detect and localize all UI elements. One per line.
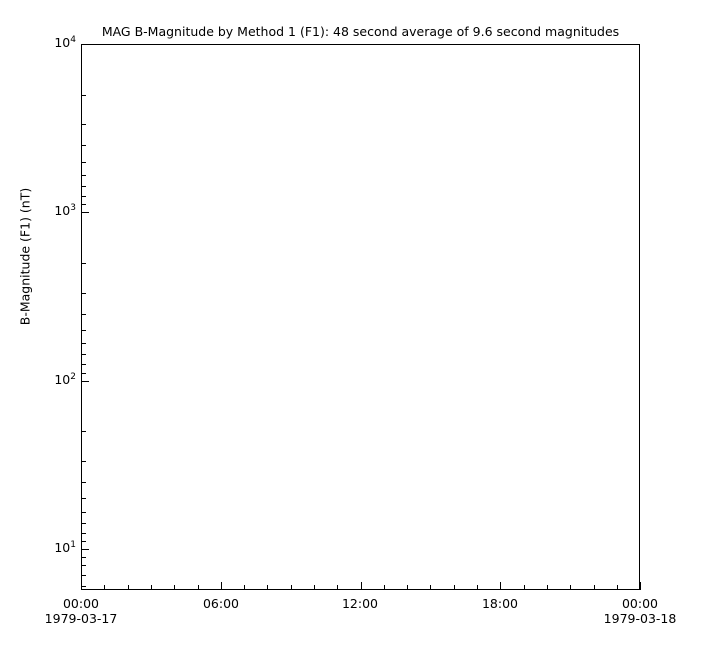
- y-tick-minor: [81, 292, 86, 294]
- x-tick-label-0600: 06:00: [181, 596, 261, 611]
- x-tick-minor: [407, 585, 409, 590]
- y-tick-minor: [81, 364, 86, 366]
- y-tick-major-10e4: [81, 44, 89, 45]
- x-tick-time: 06:00: [202, 596, 240, 611]
- y-tick-minor: [81, 565, 86, 567]
- y-tick-minor: [81, 204, 86, 206]
- x-tick-major-0000: [81, 582, 82, 590]
- x-tick-label-end: 00:00 1979-03-18: [600, 596, 680, 626]
- y-tick-label-10e1-wrap: 101: [33, 540, 76, 557]
- y-tick-minor: [81, 94, 86, 96]
- y-tick-mantissa: 10: [54, 540, 71, 555]
- x-tick-minor: [453, 585, 455, 590]
- y-tick-exponent: 2: [70, 371, 76, 382]
- y-tick-minor: [81, 329, 86, 331]
- x-tick-major-1200: [360, 582, 362, 590]
- y-tick-minor: [81, 124, 86, 126]
- y-tick-minor: [81, 481, 86, 483]
- y-tick-minor: [81, 556, 86, 558]
- y-tick-label-10e3: 103: [36, 203, 76, 220]
- y-tick-minor: [81, 460, 86, 462]
- plot-frame: [81, 44, 640, 590]
- y-tick-major-10e2: [81, 380, 89, 382]
- x-tick-time: 00:00: [62, 596, 100, 611]
- x-tick-minor: [523, 585, 525, 590]
- x-tick-major-1800: [500, 582, 502, 590]
- y-tick-label-10e2-wrap: 102: [33, 371, 76, 389]
- x-tick-date: 1979-03-18: [603, 611, 677, 626]
- y-tick-minor: [81, 186, 86, 188]
- y-tick-minor: [81, 522, 86, 524]
- x-tick-label-1200: 12:00: [320, 596, 400, 611]
- y-tick-minor: [81, 586, 86, 588]
- chart-title: MAG B-Magnitude by Method 1 (F1): 48 sec…: [101, 24, 620, 39]
- x-tick-minor: [267, 585, 269, 590]
- y-tick-minor: [81, 532, 86, 534]
- x-tick-time: 12:00: [341, 596, 379, 611]
- y-tick-mantissa: 10: [54, 203, 71, 219]
- x-tick-date: 1979-03-17: [44, 611, 118, 626]
- y-tick-mantissa: 10: [54, 371, 71, 387]
- x-tick-minor: [570, 585, 572, 590]
- x-tick-minor: [430, 585, 432, 590]
- y-tick-minor: [81, 372, 86, 374]
- x-tick-label-1800: 18:00: [460, 596, 540, 611]
- y-tick-mantissa: 10: [54, 35, 71, 50]
- y-tick-minor: [81, 263, 86, 264]
- y-tick-minor: [81, 498, 86, 500]
- x-tick-time: 00:00: [621, 596, 659, 611]
- y-tick-minor: [81, 343, 86, 345]
- x-tick-minor: [593, 585, 595, 590]
- x-tick-minor: [244, 585, 246, 590]
- x-tick-minor: [337, 585, 339, 590]
- y-tick-label-10e1: 101: [36, 540, 76, 557]
- x-tick-minor: [314, 585, 315, 590]
- y-tick-minor: [81, 313, 86, 315]
- x-tick-major-0600: [220, 582, 222, 590]
- y-tick-minor: [81, 431, 86, 433]
- y-tick-minor: [81, 511, 86, 513]
- x-tick-minor: [150, 585, 152, 590]
- y-tick-minor: [81, 145, 86, 147]
- x-tick-time: 18:00: [481, 596, 519, 611]
- x-tick-minor: [477, 585, 478, 590]
- x-tick-minor: [174, 585, 176, 590]
- x-tick-minor: [546, 585, 548, 590]
- x-tick-minor: [104, 585, 106, 590]
- x-tick-minor: [383, 585, 385, 590]
- y-tick-label-10e2: 102: [36, 371, 76, 389]
- y-tick-minor: [81, 161, 86, 163]
- y-tick-exponent: 4: [70, 35, 76, 45]
- y-tick-minor: [81, 541, 86, 543]
- plot-data-area: [82, 45, 639, 589]
- x-tick-minor: [290, 585, 292, 590]
- x-tick-label-start: 00:00 1979-03-17: [41, 596, 121, 626]
- x-tick-minor: [616, 585, 618, 590]
- y-tick-minor: [81, 575, 86, 577]
- y-axis-label: B-Magnitude (F1) (nT): [17, 187, 33, 326]
- y-tick-label-10e3-wrap: 103: [33, 203, 76, 220]
- x-tick-minor: [127, 585, 129, 590]
- x-tick-major-2400: [640, 582, 641, 590]
- y-tick-major-10e1: [81, 549, 89, 550]
- y-tick-label-10e4-wrap: 104: [33, 35, 76, 52]
- y-tick-exponent: 1: [70, 540, 76, 550]
- y-tick-major-10e3: [81, 212, 89, 214]
- y-tick-exponent: 3: [70, 203, 76, 214]
- y-tick-label-10e4: 104: [36, 35, 76, 52]
- y-tick-minor: [81, 195, 86, 197]
- x-tick-minor: [197, 585, 199, 590]
- y-tick-minor: [81, 174, 86, 176]
- y-tick-minor: [81, 354, 86, 356]
